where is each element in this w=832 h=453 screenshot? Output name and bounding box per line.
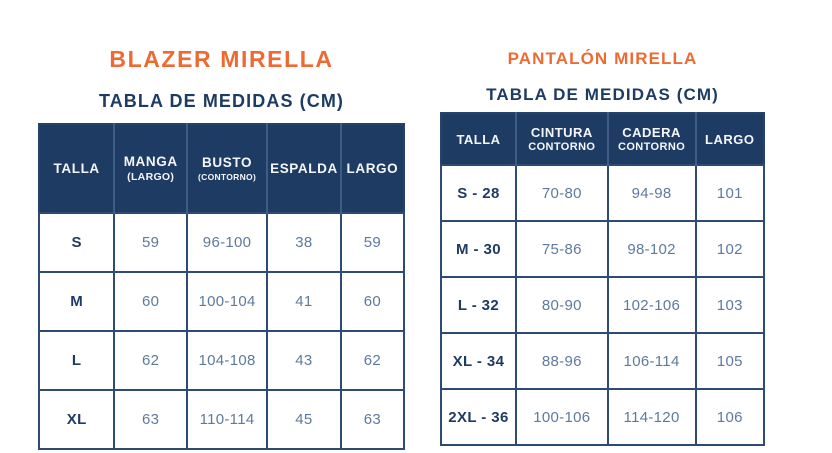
table-row: L - 32 80-90 102-106 103 (439, 276, 766, 334)
header-row: TALLA MANGA (LARGO) BUSTO (CONTORNO) ESPALDA L… (39, 124, 404, 213)
table-row: L 62 104-108 43 62 (37, 330, 406, 391)
size-cell: 2XL - 36 (439, 388, 518, 446)
measure-cell: 110-114 (186, 389, 269, 450)
measure-cell: 62 (113, 330, 189, 391)
measure-cell: 41 (266, 271, 342, 332)
size-cell: L (37, 330, 116, 391)
measure-cell: 59 (113, 212, 189, 273)
size-cell: M (37, 271, 116, 332)
column-header: TALLA (39, 124, 115, 213)
size-cell: XL (37, 389, 116, 450)
table-row: M - 30 75-86 98-102 102 (439, 220, 766, 278)
table-row: 2XL - 36 100-106 114-120 106 (439, 388, 766, 446)
measure-cell: 105 (694, 332, 766, 390)
measure-cell: 38 (266, 212, 342, 273)
column-header-label: MANGA (123, 154, 178, 169)
measure-cell: 63 (339, 389, 406, 450)
blazer-table-head: TALLA MANGA (LARGO) BUSTO (CONTORNO) ESPALDA L… (39, 124, 404, 213)
column-header-label: LARGO (705, 131, 755, 147)
measure-cell: 96-100 (186, 212, 269, 273)
pantalon-table-body: S - 28 70-80 94-98 101 M - 30 75-86 98-102 102 L… (439, 164, 766, 446)
measure-cell: 62 (339, 330, 406, 391)
column-header-label: BUSTO (202, 155, 253, 170)
column-header-label: ESPALDA (270, 161, 338, 176)
measure-cell: 114-120 (606, 388, 697, 446)
measure-cell: 63 (113, 389, 189, 450)
blazer-title: BLAZER MIRELLA (109, 46, 334, 73)
column-header-subline: (CONTORNO) (198, 172, 257, 182)
size-cell: S - 28 (439, 164, 518, 222)
measure-cell: 98-102 (606, 220, 697, 278)
measure-cell: 106 (694, 388, 766, 446)
pantalon-subtitle: TABLA DE MEDIDAS (CM) (486, 85, 719, 105)
blazer-table: TALLA MANGA (LARGO) BUSTO (CONTORNO) ESPALDA L… (37, 123, 406, 450)
table-row: M 60 100-104 41 60 (37, 271, 406, 332)
column-header-subline: CONTORNO (528, 141, 596, 153)
measure-cell: 45 (266, 389, 342, 450)
column-header-subline: (LARGO) (127, 171, 175, 183)
column-header: TALLA (441, 113, 517, 165)
pantalon-table-head: TALLA CINTURA CONTORNO CADERA CONTORNO LARGO (441, 113, 764, 165)
measure-cell: 100-104 (186, 271, 269, 332)
column-header-label: CADERA (622, 125, 681, 140)
blazer-subtitle: TABLA DE MEDIDAS (CM) (98, 90, 345, 111)
column-header-label: LARGO (346, 161, 399, 176)
table-row: S - 28 70-80 94-98 101 (439, 164, 766, 222)
measure-cell: 94-98 (606, 164, 697, 222)
column-header-subline: CONTORNO (617, 141, 686, 153)
column-header: LARGO (694, 113, 764, 165)
measure-cell: 80-90 (515, 276, 609, 334)
column-header: LARGO (339, 124, 404, 213)
measure-cell: 106-114 (606, 332, 697, 390)
size-cell: L - 32 (439, 276, 518, 334)
column-header: BUSTO (CONTORNO) (186, 124, 268, 213)
pantalon-table: TALLA CINTURA CONTORNO CADERA CONTORNO LARGO … (439, 112, 766, 446)
table-row: XL - 34 88-96 106-114 105 (439, 332, 766, 390)
column-header: ESPALDA (266, 124, 341, 213)
measure-cell: 88-96 (515, 332, 609, 390)
measure-cell: 43 (266, 330, 342, 391)
size-cell: S (37, 212, 116, 273)
measure-cell: 59 (339, 212, 406, 273)
table-row: XL 63 110-114 45 63 (37, 389, 406, 450)
column-header: MANGA (LARGO) (113, 124, 188, 213)
table-row: S 59 96-100 38 59 (37, 212, 406, 273)
measure-cell: 104-108 (186, 330, 269, 391)
measure-cell: 75-86 (515, 220, 609, 278)
measure-cell: 103 (694, 276, 766, 334)
column-header-label: TALLA (456, 131, 501, 147)
measure-cell: 102-106 (606, 276, 697, 334)
measure-cell: 101 (694, 164, 766, 222)
blazer-table-body: S 59 96-100 38 59 M 60 100-104 41 60 L 62 104-108 43 6… (37, 212, 406, 450)
column-header: CADERA CONTORNO (606, 113, 696, 165)
header-row: TALLA CINTURA CONTORNO CADERA CONTORNO LARGO (441, 113, 764, 165)
measure-cell: 70-80 (515, 164, 609, 222)
size-cell: M - 30 (439, 220, 518, 278)
column-header: CINTURA CONTORNO (515, 113, 608, 165)
measure-cell: 100-106 (515, 388, 609, 446)
measure-cell: 60 (113, 271, 189, 332)
measure-cell: 60 (339, 271, 406, 332)
measure-cell: 102 (694, 220, 766, 278)
size-cell: XL - 34 (439, 332, 518, 390)
column-header-label: TALLA (53, 161, 100, 176)
column-header-label: CINTURA (530, 125, 593, 140)
pantalon-title: PANTALÓN MIRELLA (507, 49, 698, 69)
